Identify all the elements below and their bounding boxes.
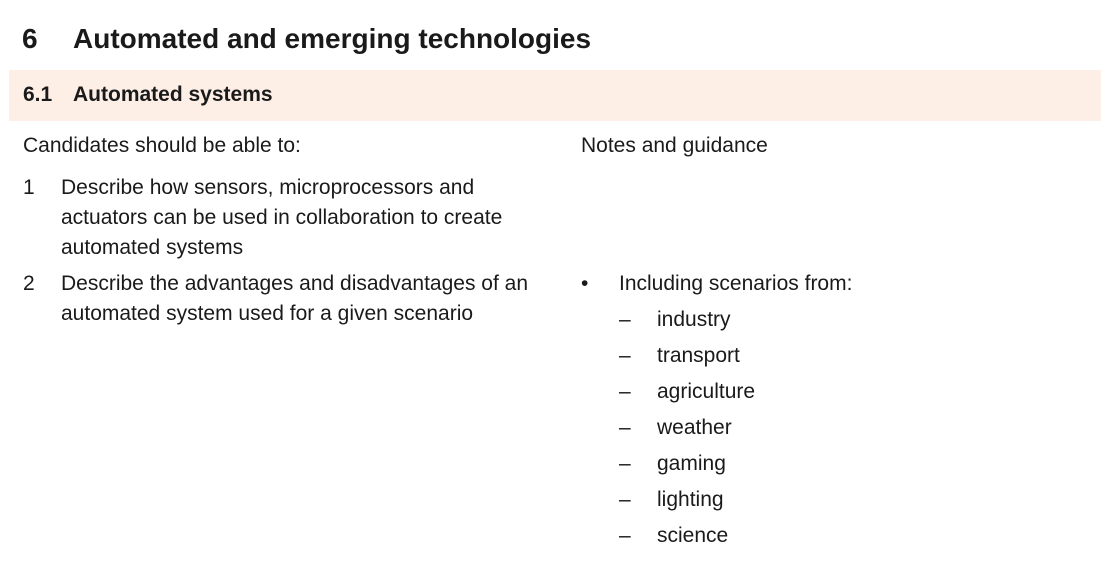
subsection-banner — [9, 70, 1101, 121]
objective-text: Describe how sensors, microprocessors an… — [61, 176, 503, 259]
dash-icon: – — [619, 488, 631, 511]
dash-icon: – — [619, 380, 631, 403]
dash-icon: – — [619, 452, 631, 475]
bullet-icon: • — [581, 272, 589, 295]
dash-icon: – — [619, 524, 631, 547]
objective-text: Describe the advantages and disadvantage… — [61, 272, 528, 325]
dash-icon: – — [619, 416, 631, 439]
right-column-header: Notes and guidance — [581, 134, 768, 157]
guidance-bullet: • Including scenarios from: — [581, 269, 852, 299]
scenario-label: lighting — [657, 488, 724, 511]
scenario-label: transport — [657, 344, 740, 367]
objective-number: 1 — [23, 176, 35, 199]
scenario-label: gaming — [657, 452, 726, 475]
objective-item: 1 Describe how sensors, microprocessors … — [23, 173, 543, 263]
section-title: Automated and emerging technologies — [73, 23, 592, 54]
objective-number: 2 — [23, 272, 35, 295]
dash-icon: – — [619, 308, 631, 331]
dash-icon: – — [619, 344, 631, 367]
section-number: 6 — [22, 23, 38, 54]
scenario-label: industry — [657, 308, 731, 331]
subsection-heading: 6.1 Automated systems — [23, 83, 273, 107]
subsection-title: Automated systems — [73, 83, 273, 106]
section-heading: 6 Automated and emerging technologies — [22, 23, 591, 55]
scenario-label: weather — [657, 416, 732, 439]
subsection-number: 6.1 — [23, 83, 53, 106]
scenario-label: science — [657, 524, 729, 547]
guidance-bullet-text: Including scenarios from: — [619, 272, 853, 295]
objective-item: 2 Describe the advantages and disadvanta… — [23, 269, 543, 329]
left-column-header: Candidates should be able to: — [23, 134, 301, 157]
scenario-label: agriculture — [657, 380, 756, 403]
